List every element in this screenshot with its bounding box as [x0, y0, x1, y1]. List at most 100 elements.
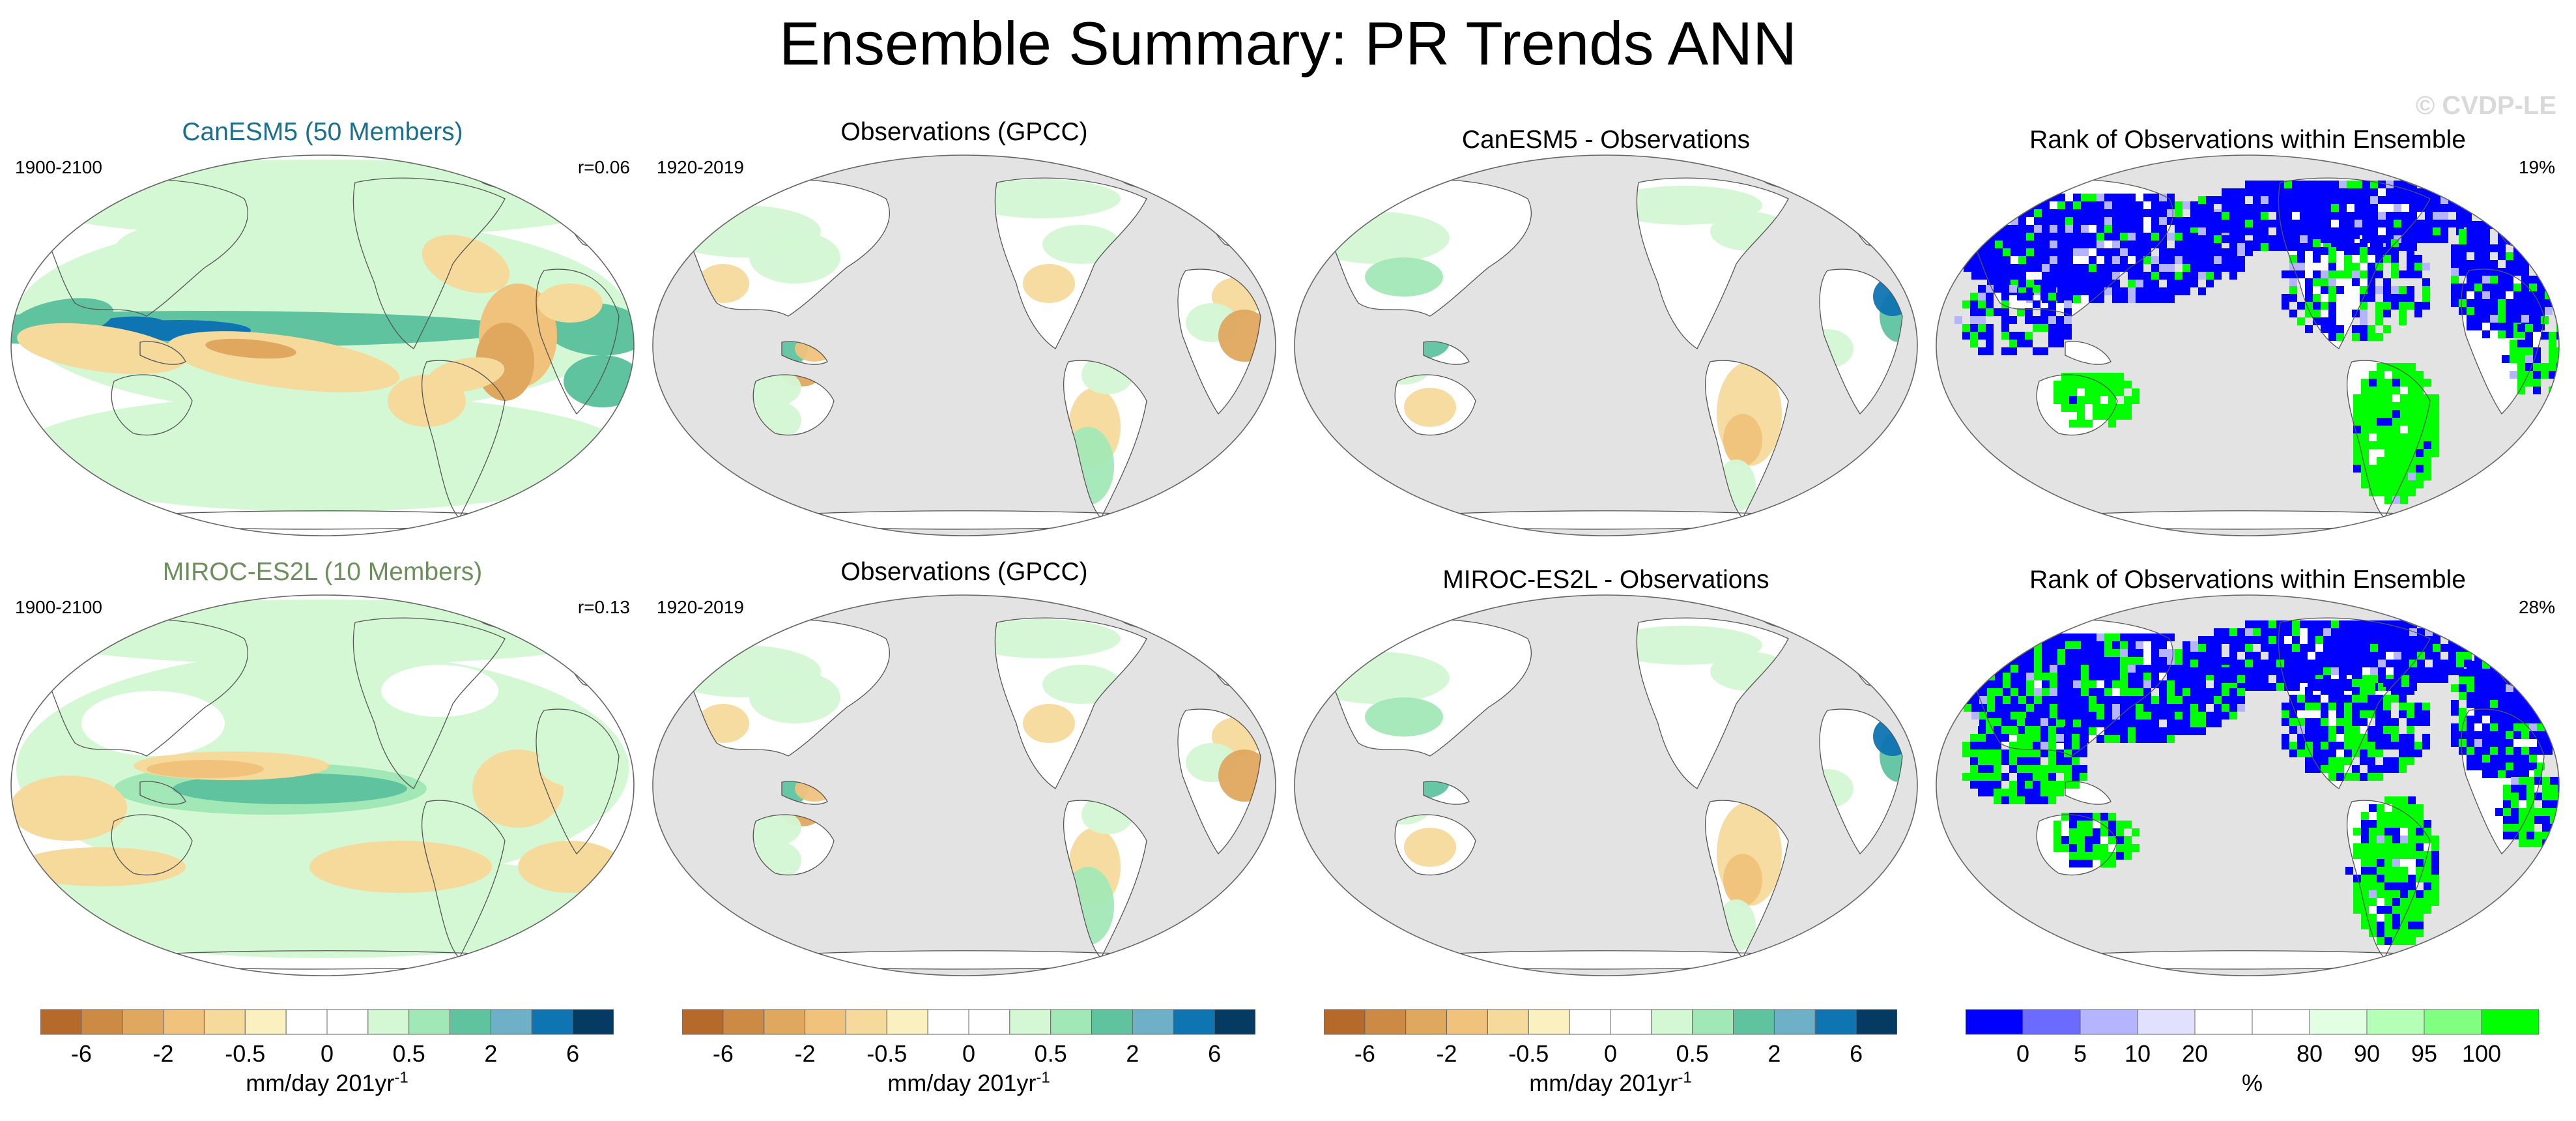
rank-cell	[2352, 734, 2360, 742]
rank-cell	[2261, 628, 2268, 636]
rank-cell	[2354, 652, 2362, 660]
rank-cell	[2009, 781, 2017, 789]
rank-cell	[2064, 332, 2072, 340]
rank-cell	[2383, 718, 2391, 726]
rank-cell	[2057, 633, 2065, 641]
rank-cell	[2353, 402, 2361, 410]
rank-cell	[2089, 217, 2097, 225]
rank-cell	[2136, 248, 2143, 256]
rank-cell	[2085, 852, 2093, 860]
rank-cell	[2057, 248, 2065, 256]
rank-cell	[2408, 426, 2416, 433]
rank-cell	[2034, 217, 2042, 225]
rank-cell	[2175, 287, 2182, 295]
rank-cell	[2025, 332, 2033, 340]
rank-cell	[2498, 755, 2506, 763]
rank-cell	[2378, 660, 2386, 667]
rank-cell	[2017, 789, 2025, 796]
rank-cell	[1995, 272, 2003, 280]
rank-cell	[2300, 227, 2308, 235]
rank-cell	[2498, 739, 2506, 747]
rank-cell	[2261, 235, 2268, 243]
trend-region	[564, 355, 634, 407]
rank-cell	[2482, 315, 2490, 323]
rank-cell	[2377, 418, 2384, 426]
rank-cell	[2474, 291, 2482, 299]
rank-cell	[2081, 264, 2089, 272]
map-miroc-minus-obs	[1293, 593, 1919, 978]
rank-cell	[2416, 836, 2424, 843]
rank-cell	[2136, 712, 2143, 720]
panel-period: 1920-2019	[657, 597, 744, 617]
rank-cell	[2112, 256, 2120, 264]
rank-cell	[2467, 229, 2474, 237]
rank-cell	[2065, 657, 2073, 665]
rank-cell	[2089, 720, 2097, 727]
rank-cell	[2206, 256, 2214, 264]
rank-cell	[2097, 688, 2104, 696]
rank-cell	[2537, 291, 2545, 299]
rank-cell	[2384, 914, 2392, 922]
rank-cell	[2245, 636, 2253, 644]
rank-cell	[2104, 673, 2112, 680]
panel-correlation: r=0.13	[577, 597, 630, 617]
rank-cell	[2182, 727, 2190, 735]
rank-cell	[2369, 922, 2377, 929]
colorbar-swatch	[1814, 1009, 1857, 1035]
rank-cell	[1978, 300, 1986, 308]
rank-cell	[2375, 333, 2383, 341]
rank-cell	[1995, 240, 2003, 248]
rank-cell	[2229, 696, 2237, 704]
coastline-australia	[2036, 374, 2118, 436]
rank-cell	[2065, 673, 2073, 680]
rank-cell	[2009, 750, 2017, 757]
rank-cell	[2198, 688, 2206, 696]
rank-cell	[2377, 828, 2384, 836]
figure-title: Ensemble Summary: PR Trends ANN	[779, 9, 1797, 78]
rank-cell	[2229, 644, 2237, 652]
rank-cell	[1995, 256, 2003, 264]
panel-row2-obs: Observations (GPCC) 1920-2019	[645, 554, 1283, 997]
rank-cell	[2003, 673, 2011, 680]
rank-cell	[2120, 217, 2128, 225]
rank-cell	[2175, 720, 2182, 727]
rank-cell	[2511, 832, 2519, 839]
rank-cell	[2136, 720, 2143, 727]
colorbar-swatch	[1487, 1009, 1529, 1035]
rank-cell	[2424, 890, 2431, 898]
rank-cell	[1956, 248, 1964, 256]
rank-cell	[2474, 237, 2482, 244]
rank-cell	[2214, 272, 2222, 280]
rank-cell	[2498, 323, 2506, 330]
rank-cell	[1970, 340, 1978, 347]
rank-cell	[2400, 820, 2408, 828]
rank-cell	[2057, 641, 2065, 649]
rank-cell	[2392, 898, 2400, 906]
rank-cell	[2400, 402, 2408, 410]
rank-cell	[2521, 684, 2529, 692]
rank-cell	[2112, 194, 2120, 201]
rank-cell	[2383, 286, 2391, 294]
rank-cell	[2050, 209, 2057, 217]
rank-cell	[2482, 229, 2490, 237]
rank-cell	[2120, 209, 2128, 217]
rank-cell	[2065, 680, 2073, 688]
rank-cell	[2361, 898, 2369, 906]
rank-cell	[2391, 734, 2399, 742]
rank-cell	[2104, 727, 2112, 735]
rank-cell	[2498, 237, 2506, 244]
rank-cell	[2400, 363, 2408, 371]
rank-cell	[2521, 747, 2529, 755]
rank-cell	[2018, 201, 2026, 209]
rank-cell	[2081, 696, 2089, 704]
rank-cell	[1971, 256, 1979, 264]
rank-cell	[2353, 875, 2361, 882]
rank-cell	[2344, 750, 2352, 757]
rank-cell	[2143, 696, 2151, 704]
rank-cell	[2368, 695, 2375, 703]
rank-cell	[2151, 649, 2159, 657]
rank-cell	[2100, 844, 2108, 852]
rank-cell	[2550, 839, 2558, 847]
rank-cell	[2245, 620, 2253, 628]
rank-cell	[2237, 636, 2245, 644]
